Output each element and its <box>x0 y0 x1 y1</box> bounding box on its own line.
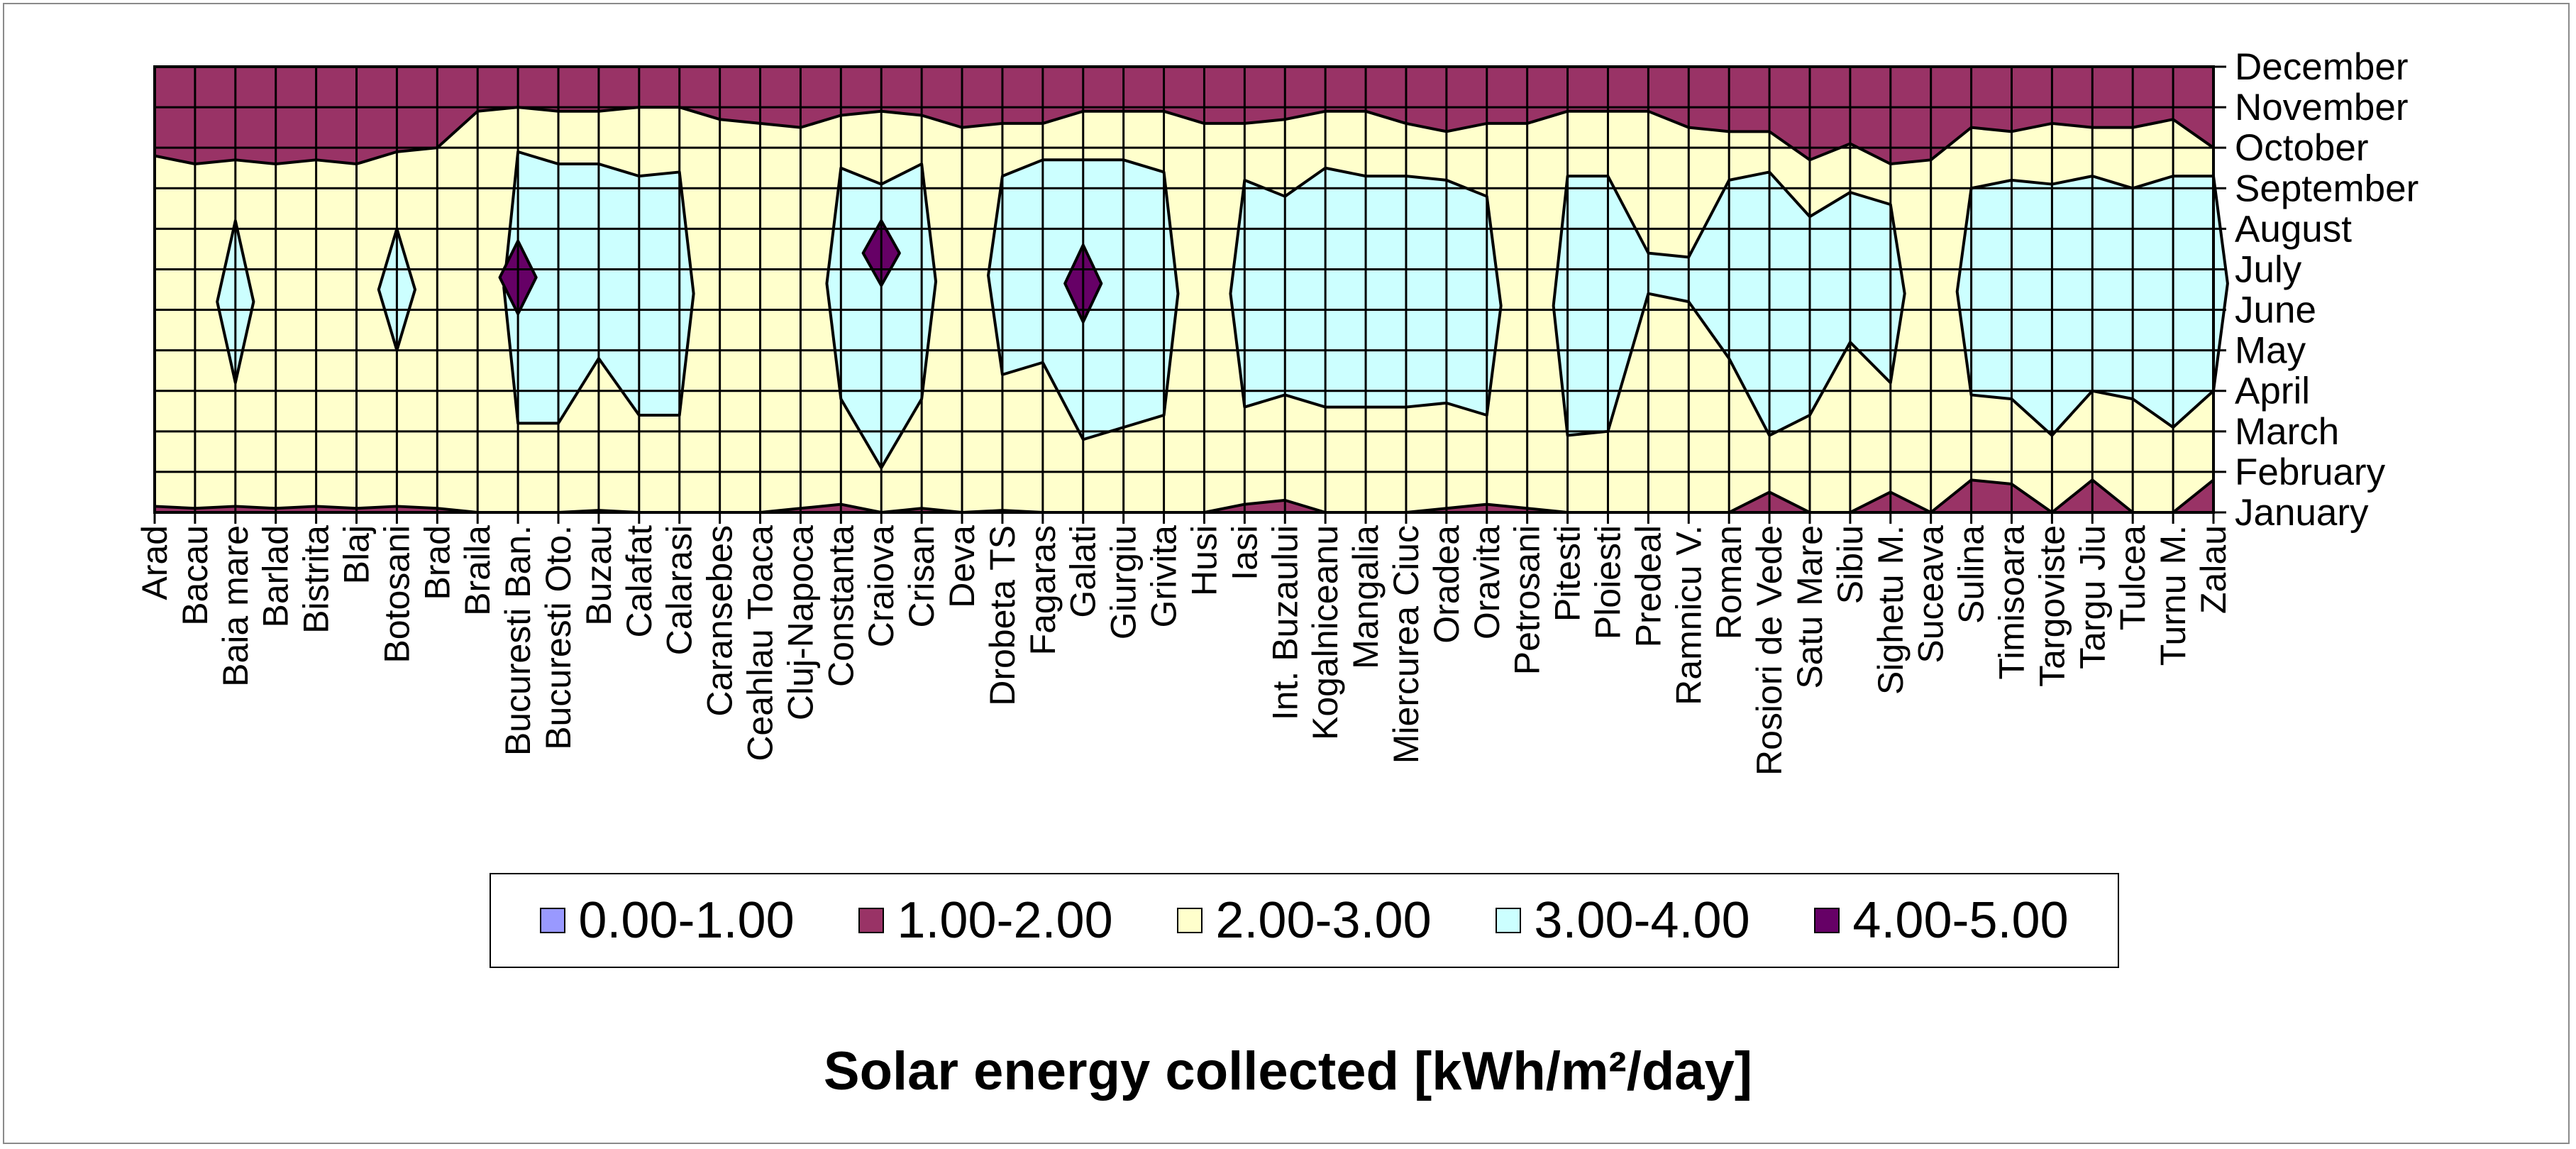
plot-area <box>153 65 2229 514</box>
y-tick-label: February <box>2235 451 2386 493</box>
legend-label: 2.00-3.00 <box>1215 892 1432 949</box>
legend-item: 2.00-3.00 <box>1177 891 1432 950</box>
y-tick-label: March <box>2235 411 2339 453</box>
x-tick-label: Arad <box>135 525 175 600</box>
legend-label: 3.00-4.00 <box>1534 892 1750 949</box>
plot-border <box>153 65 2215 514</box>
legend-swatch <box>1496 908 1522 933</box>
x-tick-label: Husi <box>1184 525 1224 596</box>
x-tick-label: Fagaras <box>1023 525 1063 655</box>
x-tick-label: Miercurea Ciuc <box>1386 525 1426 764</box>
x-tick-label: Oradea <box>1427 525 1466 644</box>
y-tick-label: January <box>2235 492 2369 534</box>
x-tick-label: Caransebes <box>700 525 740 717</box>
x-tick-label: Constanta <box>821 525 861 687</box>
x-tick-label: Kogalniceanu <box>1305 525 1345 740</box>
x-tick-label: Rosiori de Vede <box>1749 525 1789 776</box>
x-tick-label: Zalau <box>2194 525 2233 614</box>
x-tick-label: Calarasi <box>660 525 700 655</box>
x-tick-label: Predeal <box>1628 525 1668 647</box>
x-tick-label: Crisan <box>902 525 941 627</box>
x-tick-label: Bucuresti Ban. <box>498 525 538 756</box>
x-tick-label: Targu Jiu <box>2072 525 2112 669</box>
x-tick-label: Ramnicu V. <box>1669 525 1708 705</box>
x-tick-label: Targoviste <box>2032 525 2072 687</box>
x-tick-label: Deva <box>942 525 982 608</box>
x-tick-label: Timisoara <box>1991 525 2031 680</box>
x-tick-label: Giurgiu <box>1104 525 1144 639</box>
y-tick-label: December <box>2235 46 2408 88</box>
x-tick-label: Bacau <box>175 525 215 626</box>
x-tick-label: Cluj-Napoca <box>780 525 820 720</box>
x-tick-label: Suceava <box>1911 525 1951 664</box>
x-axis-ticks: Arad Bacau Baia mare Barlad Bistrita Blaj Boto… <box>135 512 2233 776</box>
y-tick-label: September <box>2235 167 2419 209</box>
y-tick-label: August <box>2235 208 2352 250</box>
x-tick-label: Ceahlau Toaca <box>741 525 780 762</box>
x-tick-label: Roman <box>1709 525 1749 639</box>
legend-label: 0.00-1.00 <box>578 892 795 949</box>
x-tick-label: Tulcea <box>2113 525 2152 630</box>
x-tick-label: Blaj <box>337 525 377 584</box>
y-tick-label: April <box>2235 370 2310 412</box>
y-tick-label: June <box>2235 290 2316 331</box>
x-tick-label: Int. Buzaului <box>1265 525 1305 720</box>
y-tick-label: October <box>2235 127 2369 169</box>
y-tick-label: November <box>2235 87 2408 128</box>
y-tick-label: May <box>2235 330 2306 372</box>
x-tick-label: Brad <box>417 525 457 600</box>
chart-legend: 0.00-1.00 1.00-2.00 2.00-3.00 3.00-4.00 4.00… <box>490 873 2119 968</box>
x-tick-label: Turnu M. <box>2153 525 2193 666</box>
legend-label: 4.00-5.00 <box>1852 892 2069 949</box>
x-tick-label: Pitesti <box>1548 525 1588 622</box>
y-tick-label: July <box>2235 248 2302 290</box>
legend-item: 0.00-1.00 <box>540 891 795 950</box>
x-tick-label: Galati <box>1063 525 1103 618</box>
legend-item: 1.00-2.00 <box>858 891 1113 950</box>
legend-swatch <box>1814 908 1840 933</box>
x-tick-label: Bucuresti Oto. <box>538 525 578 750</box>
x-tick-label: Sighetu M. <box>1871 525 1911 695</box>
x-tick-label: Petrosani <box>1508 525 1547 675</box>
legend-swatch <box>1177 908 1203 933</box>
legend-item: 3.00-4.00 <box>1496 891 1750 950</box>
x-tick-label: Craiova <box>861 525 901 647</box>
x-tick-label: Barlad <box>256 525 296 628</box>
x-tick-label: Mangalia <box>1346 525 1386 669</box>
x-tick-label: Braila <box>458 525 497 616</box>
chart-title: Solar energy collected [kWh/m²/day] <box>823 1041 1753 1101</box>
x-tick-label: Drobeta TS <box>983 525 1022 706</box>
x-tick-label: Sibiu <box>1830 525 1870 604</box>
x-tick-label: Sulina <box>1952 525 1991 624</box>
x-tick-label: Satu Mare <box>1790 525 1830 689</box>
legend-item: 4.00-5.00 <box>1814 891 2069 950</box>
x-tick-label: Buzau <box>579 525 619 626</box>
x-tick-label: Calafat <box>619 525 659 638</box>
x-tick-label: Ploiesti <box>1588 525 1627 639</box>
x-tick-label: Grivita <box>1144 525 1184 628</box>
x-tick-label: Botosani <box>377 525 416 664</box>
x-tick-label: Iasi <box>1225 525 1264 581</box>
x-tick-label: Baia mare <box>216 525 255 687</box>
x-tick-label: Oravita <box>1467 525 1507 639</box>
legend-label: 1.00-2.00 <box>897 892 1113 949</box>
y-axis-ticks: JanuaryFebruaryMarchAprilMayJuneJulyAugu… <box>2213 46 2419 534</box>
x-tick-label: Bistrita <box>297 525 336 634</box>
legend-swatch <box>540 908 566 933</box>
legend-swatch <box>858 908 885 933</box>
